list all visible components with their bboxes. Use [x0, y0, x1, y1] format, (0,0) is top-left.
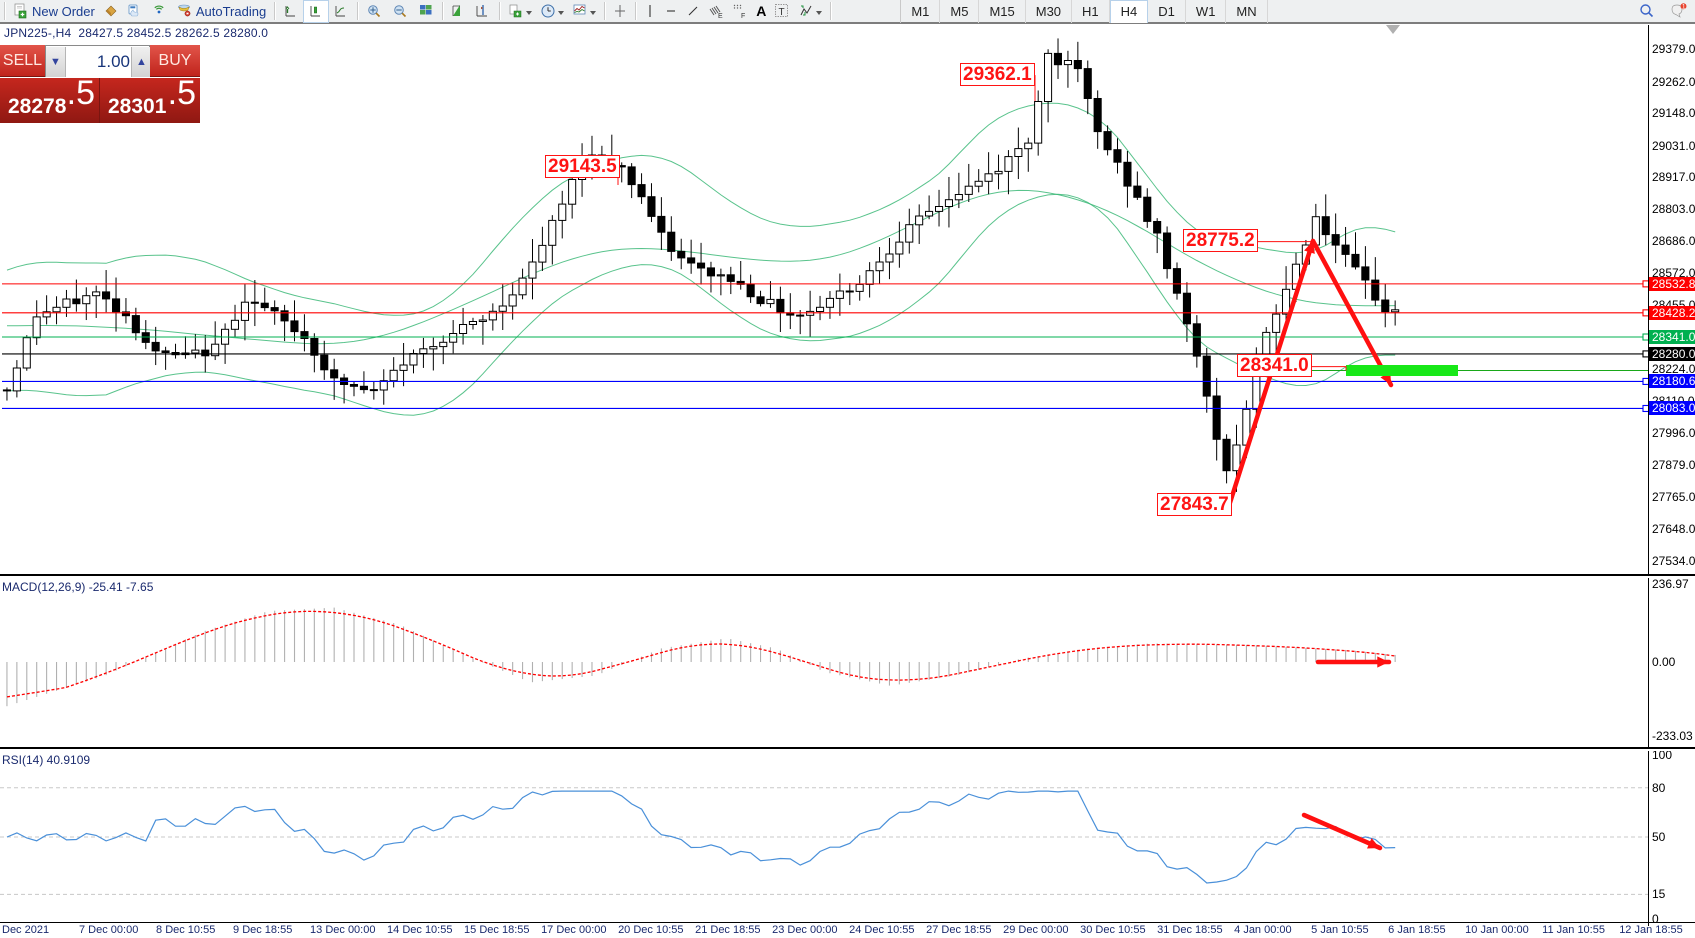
svg-text:F: F — [741, 13, 745, 19]
svg-text:T: T — [779, 7, 785, 18]
svg-text:1: 1 — [1682, 3, 1686, 10]
svg-text:E: E — [718, 13, 723, 19]
